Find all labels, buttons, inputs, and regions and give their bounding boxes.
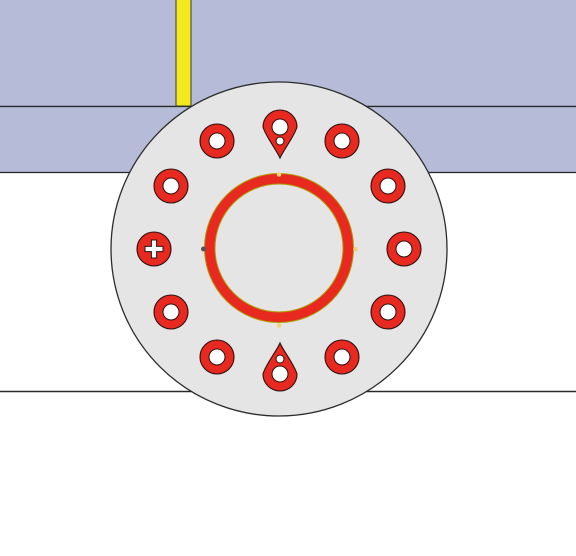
yellow-strip	[175, 0, 192, 107]
bolt-hole	[153, 168, 189, 204]
bolt-hole	[199, 123, 235, 159]
teardrop-hole-top	[262, 109, 298, 160]
bolt-hole	[370, 294, 406, 330]
bolt-hole	[370, 168, 406, 204]
ring-marker-left	[201, 246, 206, 252]
ring-marker-right	[353, 246, 358, 252]
ring-marker-top	[276, 172, 282, 177]
bolt-hole	[386, 231, 422, 267]
cross-bolt-hole	[136, 231, 172, 267]
teardrop-hole-bottom	[262, 341, 298, 392]
bolt-hole	[324, 123, 360, 159]
bolt-hole	[324, 339, 360, 375]
flange-disc	[110, 81, 448, 417]
ring-marker-bottom	[276, 323, 282, 328]
bolt-hole	[153, 294, 189, 330]
center-bore	[214, 183, 344, 313]
bolt-hole	[199, 339, 235, 375]
